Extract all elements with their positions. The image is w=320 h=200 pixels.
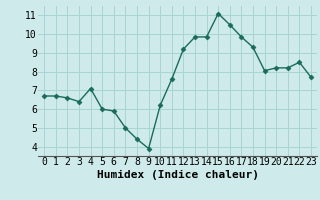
X-axis label: Humidex (Indice chaleur): Humidex (Indice chaleur) [97, 170, 259, 180]
